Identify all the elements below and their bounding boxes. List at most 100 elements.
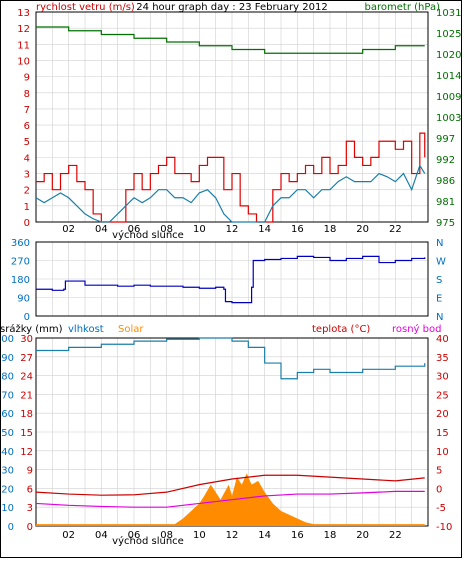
wind-direction-compass-tick: E xyxy=(436,294,442,305)
pressure-axis-label: barometr (hPa) xyxy=(365,2,441,13)
legend-item: vlhkost xyxy=(68,324,104,335)
rain-humidity-ticks: 0 10 20 30 40 50 60 70 80 90 100 0 3 6 9 12 15 18 21 24 27 30 xyxy=(0,334,33,533)
pressure-tick: 992 xyxy=(436,155,455,166)
humidity-tick: 21 xyxy=(20,390,33,401)
wind-speed-axis-label: rychlost vetru (m/s) xyxy=(36,2,135,13)
time-tick-label: 16 xyxy=(291,224,304,235)
pressure-tick: 975 xyxy=(436,218,455,229)
time-tick-label: 14 xyxy=(258,224,271,235)
wind-speed-tick: 8 xyxy=(24,89,30,100)
pressure-tick: 1014 xyxy=(436,71,461,82)
wind-speed-tick: 10 xyxy=(17,56,30,67)
wind-direction-grid xyxy=(36,242,428,316)
temperature-tick: 20 xyxy=(436,409,449,420)
wind-direction-degree-tick: 180 xyxy=(11,275,30,286)
wind-speed-tick: 6 xyxy=(24,121,30,132)
wind-direction-degree-tick: 270 xyxy=(11,257,30,268)
wind-speed-tick: 0 xyxy=(24,218,30,229)
temperature-tick: 35 xyxy=(436,353,449,364)
rain-tick: 0 xyxy=(8,522,14,533)
humidity-tick: 0 xyxy=(27,522,33,533)
humidity-tick: 6 xyxy=(27,484,33,495)
temperature-tick: 40 xyxy=(436,334,449,345)
temperature-tick: 25 xyxy=(436,390,449,401)
time-tick-label: 08 xyxy=(160,224,173,235)
time-tick-label: 04 xyxy=(95,224,108,235)
sunrise-label-bottom: východ slunce xyxy=(112,535,184,547)
rain-tick: 30 xyxy=(1,466,14,477)
time-tick-label: 14 xyxy=(258,530,271,541)
temperature-tick: 5 xyxy=(436,466,442,477)
wind-speed-tick: 3 xyxy=(24,170,30,181)
rain-tick: 50 xyxy=(1,428,14,439)
rain-tick: 10 xyxy=(1,503,14,514)
time-tick-label: 08 xyxy=(160,530,173,541)
wind-direction-plot-area xyxy=(35,241,429,317)
temperature-tick: 10 xyxy=(436,447,449,458)
wind-direction-series xyxy=(36,255,426,304)
rain-tick: 20 xyxy=(1,484,14,495)
rain-tick: 100 xyxy=(0,334,14,345)
wind-pressure-series xyxy=(35,26,426,223)
temperature-tick: 30 xyxy=(436,372,449,383)
wind-speed-tick: 5 xyxy=(24,137,30,148)
time-tick-label: 04 xyxy=(95,530,108,541)
time-tick-label: 22 xyxy=(389,530,402,541)
time-tick-label: 20 xyxy=(356,530,369,541)
time-tick-label: 10 xyxy=(193,530,206,541)
temperature-line xyxy=(35,474,425,496)
wind-direction-degree-tick: 360 xyxy=(11,238,30,249)
sunrise-label-top: východ slunce xyxy=(112,229,184,241)
humidity-tick: 18 xyxy=(20,409,33,420)
time-tick-label: 18 xyxy=(324,530,337,541)
legend-item: srážky (mm) xyxy=(0,323,63,335)
temperature-tick: -5 xyxy=(436,503,446,514)
chart-title: 24 hour graph day : 23 February 2012 xyxy=(136,2,327,13)
humidity-tick: 3 xyxy=(27,503,33,514)
time-tick-label: 06 xyxy=(128,224,141,235)
rain-tick: 70 xyxy=(1,390,14,401)
humidity-tick: 30 xyxy=(20,334,33,345)
pressure-tick: 1031 xyxy=(436,8,461,19)
wind-speed-tick: 12 xyxy=(17,24,30,35)
rain-tick: 80 xyxy=(1,372,14,383)
legend-item: Solar xyxy=(118,324,144,335)
temperature-tick: 0 xyxy=(436,484,442,495)
wind-speed-tick: 1 xyxy=(24,202,30,213)
pressure-tick: 1009 xyxy=(436,92,461,103)
wind-direction-compass-tick: N xyxy=(436,312,443,323)
wind-direction-degree-tick: 90 xyxy=(17,294,30,305)
temperature-tick: 15 xyxy=(436,428,449,439)
pressure-tick: 1003 xyxy=(436,113,461,124)
wind-speed-tick: 9 xyxy=(24,73,30,84)
dew-point-line xyxy=(35,490,425,508)
time-tick-label: 06 xyxy=(128,530,141,541)
time-axis-ticks-bottom: 02 04 06 08 10 12 14 16 18 20 22 xyxy=(62,530,401,541)
pressure-tick: 1020 xyxy=(436,50,461,61)
humidity-tick: 24 xyxy=(20,372,33,383)
wind-direction-degree-tick: 0 xyxy=(24,312,30,323)
time-tick-label: 12 xyxy=(226,530,239,541)
humidity-line xyxy=(36,337,426,380)
wind-speed-tick: 7 xyxy=(24,105,30,116)
wind-direction-compass-tick: W xyxy=(436,257,446,268)
lower-legend: srážky (mm) vlhkost Solar teplota (°C) rosný… xyxy=(0,323,441,335)
pressure-tick: 1025 xyxy=(436,29,461,40)
temperature-ticks: -10 -5 0 5 10 15 20 25 30 35 40 xyxy=(436,334,452,533)
rain-tick: 90 xyxy=(1,353,14,364)
humidity-tick: 12 xyxy=(20,447,33,458)
time-tick-label: 22 xyxy=(389,224,402,235)
time-tick-label: 10 xyxy=(193,224,206,235)
humidity-tick: 15 xyxy=(20,428,33,439)
time-tick-label: 18 xyxy=(324,224,337,235)
pressure-tick: 997 xyxy=(436,134,455,145)
time-tick-label: 02 xyxy=(62,530,75,541)
time-tick-label: 16 xyxy=(291,530,304,541)
rain-tick: 40 xyxy=(1,447,14,458)
legend-item: rosný bod xyxy=(392,323,441,335)
pressure-tick: 981 xyxy=(436,197,455,208)
rain-tick: 60 xyxy=(1,409,14,420)
